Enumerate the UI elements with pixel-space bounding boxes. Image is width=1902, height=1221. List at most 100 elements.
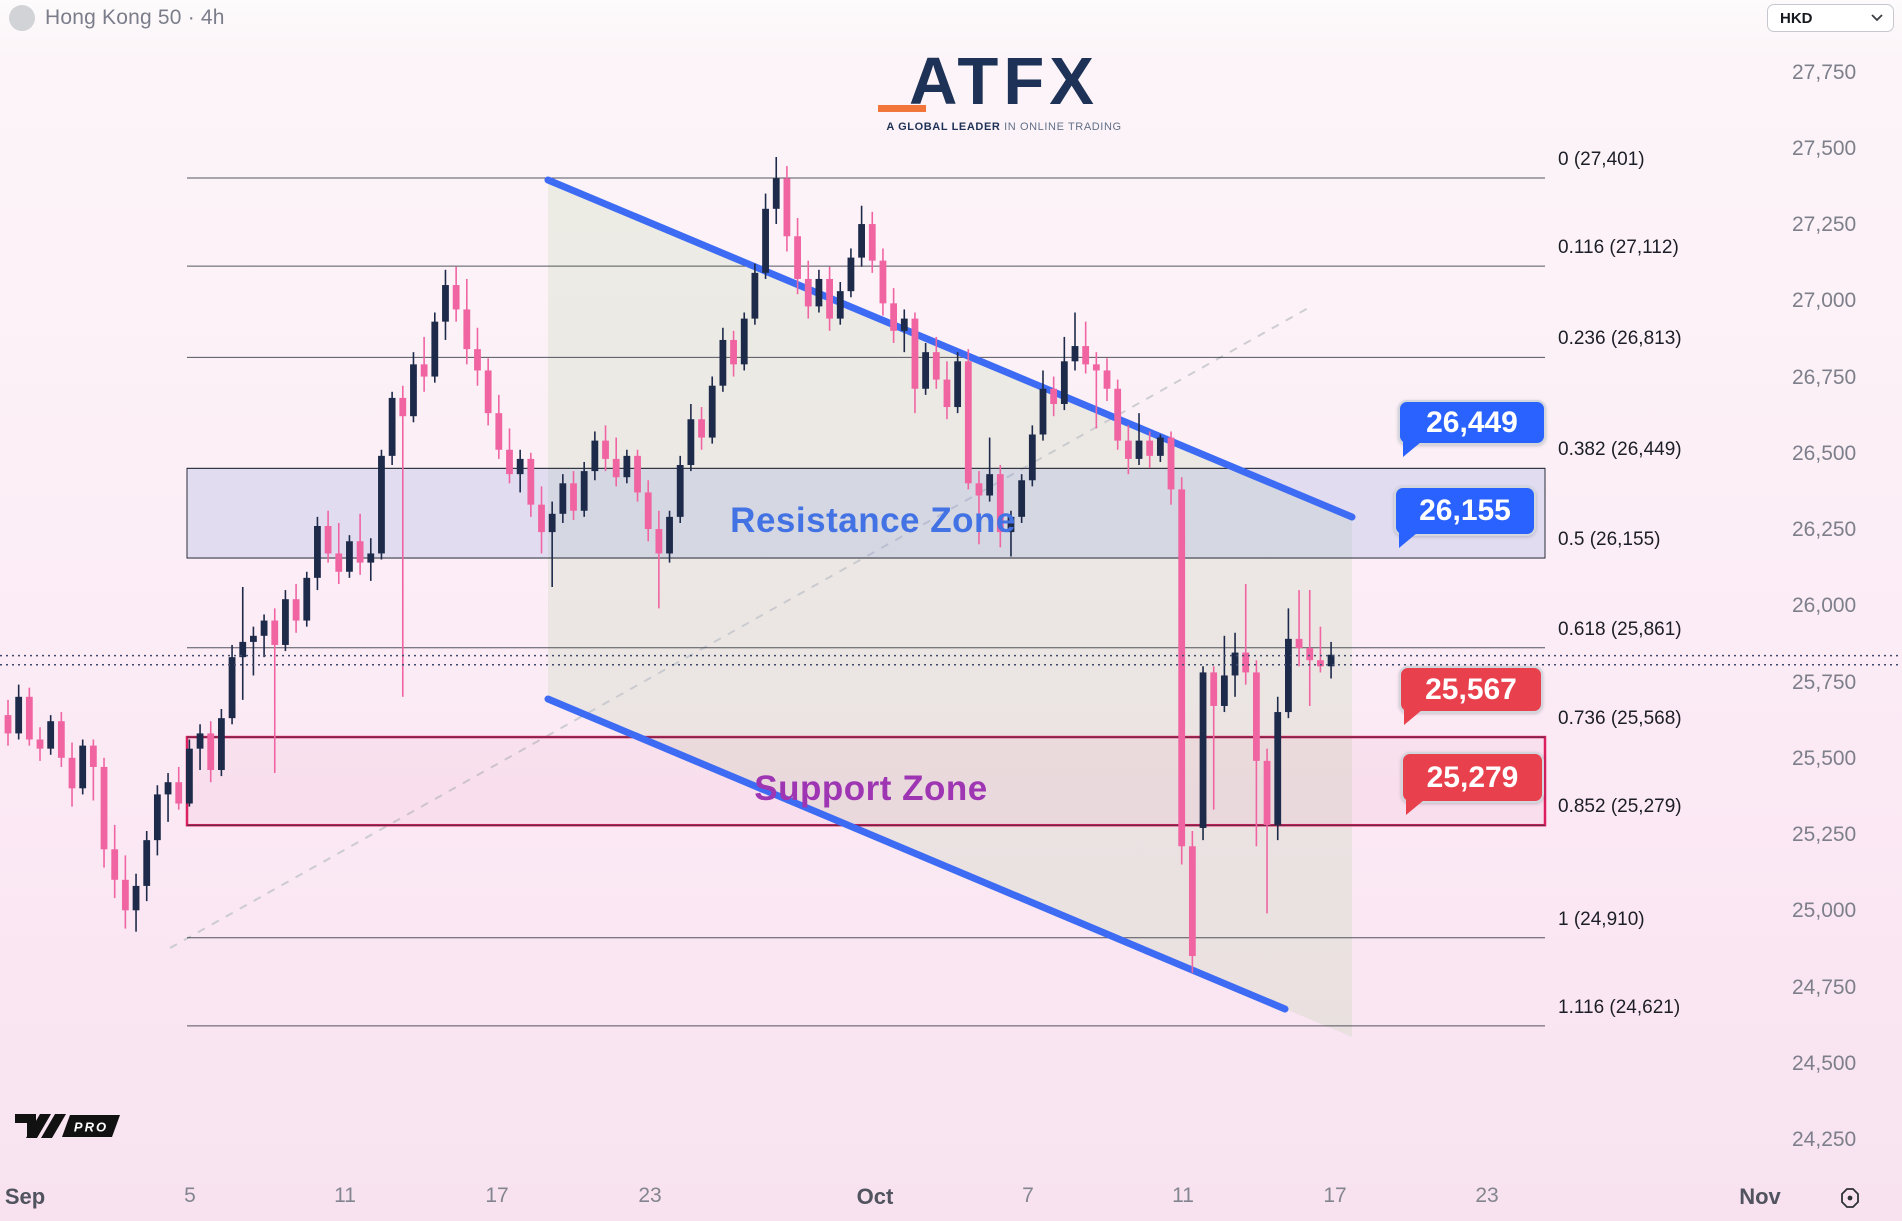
- candle: [303, 571, 311, 627]
- y-axis-label: 26,250: [1792, 518, 1857, 542]
- candle: [751, 263, 759, 325]
- price-callout-25279[interactable]: 25,279: [1401, 752, 1544, 815]
- fib-label-0.382: 0.382 (26,449): [1558, 439, 1682, 461]
- candle: [1274, 696, 1282, 841]
- symbol-name: Hong Kong 50: [45, 6, 182, 29]
- candle: [1178, 477, 1186, 865]
- y-axis-label: 27,250: [1792, 213, 1857, 237]
- candle: [698, 407, 705, 450]
- atfx-tagline-bold: A GLOBAL LEADER: [886, 121, 1001, 133]
- candle: [911, 312, 919, 414]
- candle: [25, 687, 33, 746]
- x-axis-label: 5: [184, 1184, 196, 1207]
- x-axis-label: Oct: [856, 1184, 894, 1209]
- candle: [143, 831, 151, 902]
- candle: [815, 269, 823, 313]
- symbol-logo-circle: [9, 5, 35, 31]
- candle: [612, 437, 620, 487]
- candle: [121, 855, 129, 929]
- candle: [218, 709, 225, 777]
- currency-value: HKD: [1780, 9, 1813, 27]
- candle: [1263, 748, 1271, 914]
- resistance-zone[interactable]: [186, 467, 1546, 559]
- price-callout-26155[interactable]: 26,155: [1394, 486, 1536, 548]
- candle: [271, 608, 279, 774]
- candle: [410, 352, 417, 423]
- candle: [954, 352, 962, 414]
- candle: [623, 449, 631, 484]
- candle: [431, 312, 439, 383]
- candle: [964, 349, 972, 490]
- candle: [719, 327, 727, 392]
- fib-label-0.852: 0.852 (25,279): [1558, 796, 1682, 818]
- candle: [1114, 379, 1122, 450]
- candle: [420, 336, 428, 392]
- y-axis-label: 25,500: [1792, 746, 1857, 770]
- candle: [239, 587, 247, 700]
- candle: [1295, 590, 1303, 667]
- candle: [804, 260, 812, 319]
- support-zone[interactable]: [185, 735, 1547, 827]
- candle: [1188, 831, 1196, 973]
- y-axis-label: 27,000: [1792, 289, 1857, 313]
- currency-select[interactable]: HKD: [1767, 4, 1894, 32]
- x-axis-label: 11: [1172, 1184, 1194, 1207]
- candle: [196, 724, 204, 771]
- candle: [826, 266, 833, 331]
- candle: [260, 614, 268, 658]
- candle: [1103, 358, 1111, 401]
- x-axis-label: 17: [485, 1184, 509, 1207]
- candle: [484, 358, 492, 426]
- trendline-channel-upper[interactable]: [544, 176, 1356, 521]
- y-axis-label: 24,750: [1792, 975, 1857, 999]
- candle: [282, 590, 289, 652]
- candle: [175, 766, 183, 810]
- x-axis-label: 7: [1022, 1184, 1034, 1207]
- candle: [1306, 590, 1314, 706]
- candle: [879, 248, 887, 316]
- settings-icon[interactable]: [1838, 1186, 1862, 1215]
- candle: [847, 248, 855, 298]
- candle: [250, 626, 257, 676]
- candle: [740, 312, 748, 371]
- candle: [634, 449, 641, 502]
- candle: [772, 156, 780, 225]
- candle: [207, 721, 215, 783]
- trendline-channel-lower[interactable]: [544, 695, 1289, 1013]
- candle: [900, 309, 908, 353]
- channel-fill[interactable]: [548, 180, 1352, 1037]
- candle: [292, 583, 300, 633]
- atfx-logo: ATFX A GLOBAL LEADER IN ONLINE TRADING: [876, 48, 1132, 133]
- candle: [1146, 431, 1154, 469]
- candle: [185, 739, 193, 807]
- candle: [890, 288, 898, 344]
- price-callout-26449[interactable]: 26,449: [1398, 400, 1546, 457]
- price-callout-25567[interactable]: 25,567: [1399, 666, 1543, 725]
- candle: [868, 211, 876, 273]
- candle: [591, 431, 599, 481]
- fib-label-0.116: 0.116 (27,112): [1558, 237, 1679, 259]
- y-axis-label: 26,750: [1792, 365, 1857, 389]
- candle: [644, 480, 652, 542]
- y-axis-label: 24,250: [1792, 1128, 1857, 1152]
- candle: [762, 193, 769, 279]
- y-axis-label: 26,000: [1792, 594, 1857, 618]
- candle: [548, 501, 556, 588]
- candle: [1028, 425, 1036, 487]
- candle: [1135, 413, 1143, 466]
- candle: [388, 391, 396, 466]
- candle: [367, 538, 375, 581]
- candle: [676, 455, 684, 523]
- title-separator: ·: [187, 6, 195, 29]
- candle: [399, 385, 407, 697]
- candle: [4, 699, 12, 746]
- y-axis-label: 27,500: [1792, 136, 1857, 160]
- candle: [463, 278, 471, 365]
- candle: [335, 522, 343, 584]
- fib-label-1: 1 (24,910): [1558, 908, 1645, 930]
- candle: [1327, 641, 1335, 679]
- candle: [378, 449, 385, 560]
- atfx-logo-text: ATFX: [909, 44, 1099, 119]
- candle: [474, 327, 481, 386]
